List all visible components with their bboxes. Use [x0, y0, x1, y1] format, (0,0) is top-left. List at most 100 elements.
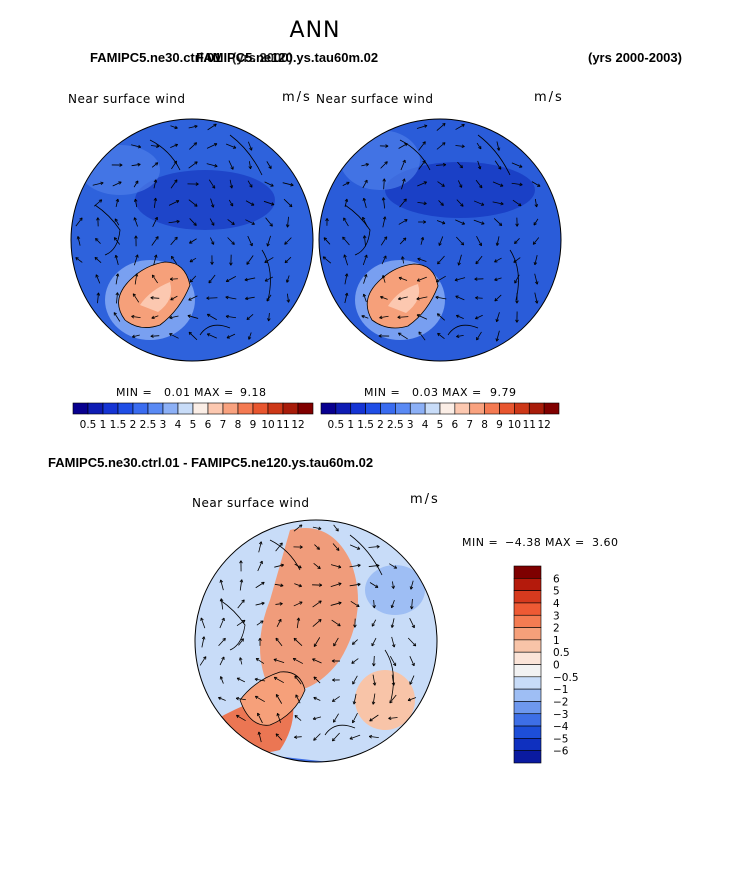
wind-arrow-head	[500, 201, 504, 206]
colorbar-1-swatch	[252, 402, 269, 415]
wind-arrow	[134, 273, 138, 285]
wind-arrow-head	[372, 605, 376, 609]
wind-arrow-head	[352, 701, 357, 705]
wind-arrow-head	[96, 217, 100, 221]
wind-arrow	[391, 618, 395, 628]
panel2-min-value: 0.03	[412, 386, 439, 399]
wind-arrow	[206, 163, 218, 167]
wind-arrow	[207, 313, 217, 321]
wind-arrow-head	[273, 658, 277, 662]
wind-arrow-head	[275, 637, 279, 642]
wind-arrow	[391, 600, 395, 608]
subtitle-overlap-1: FAMIPC5.ne30.ctrl.01	[90, 50, 222, 65]
wind-arrow	[284, 256, 292, 264]
map1-border	[70, 118, 314, 362]
wind-arrow-head	[251, 221, 255, 225]
wind-arrow	[236, 697, 246, 701]
wind-arrow	[512, 199, 522, 207]
wind-arrow	[389, 563, 397, 569]
wind-arrow	[170, 143, 178, 149]
wind-arrow	[152, 216, 158, 228]
wind-arrow	[353, 693, 357, 705]
wind-arrow-head	[222, 637, 226, 642]
wind-arrow	[275, 637, 283, 647]
wind-arrow	[417, 258, 427, 262]
wind-arrow	[294, 675, 302, 685]
wind-arrow	[496, 312, 500, 322]
wind-arrow	[292, 658, 304, 664]
wind-arrow-head	[239, 560, 243, 564]
wind-arrow	[115, 198, 119, 208]
wind-arrow-head	[235, 696, 240, 701]
wind-arrow-head	[193, 222, 197, 226]
wind-arrow	[188, 199, 198, 207]
wind-arrow	[383, 178, 385, 190]
wind-arrow-head	[362, 216, 366, 221]
wind-arrow-head	[494, 298, 498, 302]
wind-arrow	[371, 619, 377, 627]
wind-arrow-head	[335, 528, 339, 532]
wind-arrow-head	[372, 682, 377, 686]
wind-arrow	[351, 658, 359, 664]
wind-arrow-head	[169, 315, 173, 320]
wind-arrow-head	[454, 278, 458, 282]
colorbar-3-swatch	[513, 639, 542, 653]
colorbar-2-tick-label: 12	[537, 419, 550, 431]
wind-arrow-head	[481, 221, 485, 225]
wind-arrow-head	[206, 333, 211, 337]
wind-arrow-head	[194, 203, 198, 207]
wind-arrow	[286, 275, 290, 283]
wind-arrow-head	[95, 237, 99, 242]
colorbar-2-swatch	[499, 402, 515, 415]
wind-arrow	[131, 144, 141, 148]
wind-arrow	[368, 546, 380, 548]
wind-arrow-head	[292, 658, 297, 662]
wind-arrow-head	[479, 184, 483, 189]
wind-arrow-head	[113, 312, 117, 316]
wind-arrow-head	[295, 694, 299, 698]
colorbar-2-swatch	[514, 402, 530, 415]
colorbar-1-swatch	[297, 402, 314, 415]
wind-arrow-head	[284, 259, 289, 264]
wind-arrow-head	[131, 314, 135, 319]
wind-arrow-head	[150, 296, 154, 300]
wind-arrow	[349, 583, 361, 587]
wind-arrow	[168, 200, 180, 206]
colorbar-1-swatch	[237, 402, 254, 415]
wind-arrow-head	[244, 277, 248, 282]
wind-arrow-head	[407, 697, 412, 702]
wind-arrow-head	[357, 582, 361, 587]
wind-arrow	[397, 316, 409, 318]
wind-arrow-head	[189, 279, 194, 283]
wind-arrow	[209, 237, 215, 245]
wind-arrow-head	[534, 281, 539, 285]
wind-arrow-head	[494, 259, 498, 263]
wind-arrow	[225, 143, 237, 149]
wind-arrow-head	[368, 734, 373, 739]
wind-arrow	[263, 200, 275, 206]
wind-arrow	[399, 198, 407, 208]
wind-arrow	[245, 296, 255, 300]
wind-arrow-head	[477, 166, 482, 170]
wind-arrow-head	[135, 254, 139, 258]
wind-arrow-head	[402, 178, 406, 182]
wind-arrow-head	[498, 222, 503, 226]
wind-arrow-head	[154, 162, 159, 166]
wind-arrow-head	[218, 696, 222, 701]
wind-arrow-head	[518, 202, 522, 207]
wind-arrow	[531, 181, 541, 187]
wind-arrow-head	[391, 644, 396, 648]
wind-arrow-head	[519, 182, 523, 187]
wind-arrow	[131, 163, 141, 167]
wind-arrow	[496, 330, 500, 342]
wind-arrow	[332, 696, 340, 702]
wind-arrow	[514, 274, 520, 284]
wind-arrow	[95, 238, 101, 244]
wind-arrow	[361, 315, 369, 319]
wind-arrow-head	[270, 183, 274, 187]
wind-arrow	[436, 142, 446, 150]
colorbar-1-swatch	[87, 402, 104, 415]
wind-arrow	[391, 674, 395, 686]
wind-arrow-head	[236, 714, 240, 719]
map1-dark-region	[135, 170, 275, 230]
